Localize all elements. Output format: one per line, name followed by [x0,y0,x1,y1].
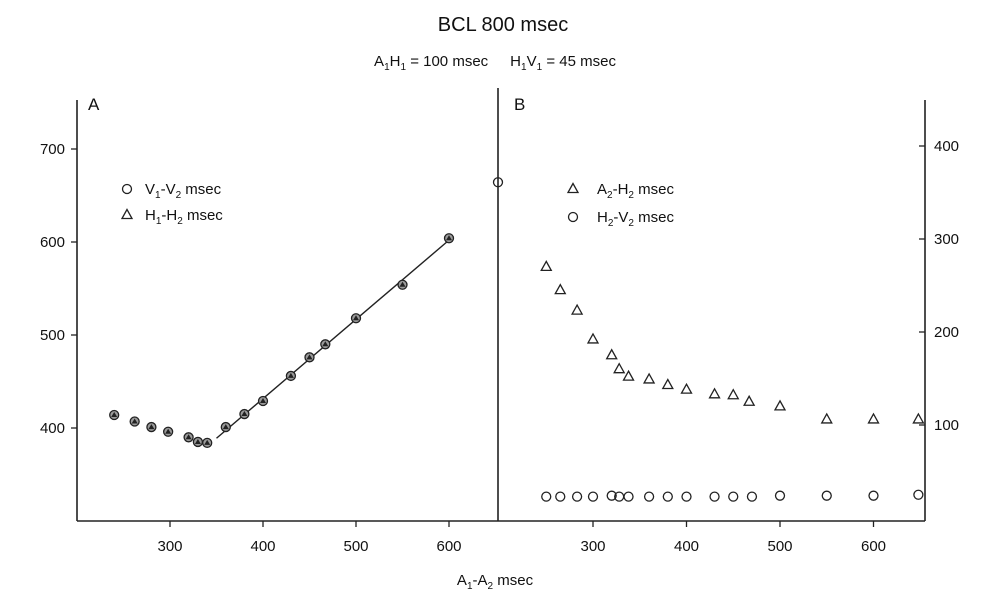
panel-b-data-point [743,394,756,406]
panel-a-x-tick-label: 400 [250,538,275,555]
panel-a-data-point [239,408,250,420]
panel-b-data-point [774,490,786,501]
panel-b-data-point [820,412,833,424]
panel-a-legend-label: V1-V2 msec [145,181,222,201]
panel-b-x-tick-label: 600 [861,538,886,555]
panel-b-data-point [586,332,600,344]
panel-b-data-point [746,491,758,502]
panel-b-legend-label: A2-H2 msec [597,181,674,201]
panel-a-data-point [146,421,157,433]
panel-b-data-point [540,260,553,272]
panel-b-data-point [605,348,618,360]
panel-b-data-point [642,372,656,384]
panel-a-x-tick-label: 300 [157,538,182,555]
chart-subtitle: A1H1 = 100 msec H1V1 = 45 msec [374,53,616,73]
panel-a-y-tick-label: 500 [40,327,65,344]
panel-a-data-point [443,233,455,244]
panel-b-data-point [727,388,740,400]
panel-a-y-tick-label: 600 [40,234,65,251]
panel-b-x-tick-label: 500 [767,538,792,555]
panel-b-data-point [623,491,634,502]
panel-b-data-point [661,378,674,390]
panel-b-data-point [773,399,787,411]
panel-a-data-point [129,416,140,427]
panel-b-data-point [541,491,552,502]
panel-b-legend-marker [566,182,580,194]
panel-a-data-point [397,279,408,290]
panel-a-data-point [285,370,297,382]
x-axis-label: A1-A2 msec [457,572,534,592]
panel-a-legend-marker [120,208,134,220]
panel-b-plot: 100 200 300 400 300 400 500 600 A2-H2 msec H2-V2 … [492,88,959,555]
panel-b-legend-label: H2-V2 msec [597,209,674,229]
panel-a-data-point [109,409,120,421]
panel-b-data-point [643,491,655,502]
panel-b-data-point [554,283,567,295]
panel-b-data-point [492,177,504,188]
panel-a-data-point [192,436,204,448]
panel-b-data-point [821,490,832,501]
panel-a-y-tick-label: 400 [40,420,65,437]
panel-b-data-point [681,491,692,502]
panel-b-data-point [912,412,925,424]
panel-b-data-point [728,491,739,502]
panel-a-data-point [320,339,331,350]
panel-b-y-tick-label: 100 [934,417,959,434]
panel-b-y-tick-label: 300 [934,231,959,248]
panel-b-data-point [868,490,879,501]
panel-b-data-point [571,491,583,502]
chart-title: BCL 800 msec [438,14,568,36]
panel-a-data-point [220,421,231,433]
panel-b-data-point [913,489,924,500]
panel-a-fit-line [216,239,450,439]
panel-b-data-point [680,382,693,394]
panel-a-legend-label: H1-H2 msec [145,207,223,227]
panel-b-y-tick-label: 400 [934,138,959,155]
panel-a-data-point [304,352,315,363]
panel-b-data-point [587,491,599,502]
panel-a-plot: 400 500 600 700 300 400 500 600 V1-V2 msec H1-H2 … [40,100,498,555]
panel-a-x-tick-label: 600 [436,538,461,555]
panel-a-data-point [257,395,269,407]
panel-b-label: B [514,95,525,114]
panel-b-data-point [709,491,720,502]
panel-a-y-tick-label: 700 [40,141,65,158]
panel-b-data-point [622,369,635,381]
panel-b-x-tick-label: 400 [674,538,699,555]
panel-a-data-point [350,313,362,324]
panel-b-legend-marker [567,211,579,223]
panel-b-data-point [708,387,721,399]
panel-b-y-tick-label: 200 [934,324,959,341]
panel-b-data-point [555,491,566,502]
panel-a-data-point [202,437,213,449]
panel-a-label: A [88,95,100,114]
panel-b-data-point [606,490,617,501]
panel-a-data-point [183,432,194,443]
panel-b-data-point [613,362,626,374]
panel-b-x-tick-label: 300 [580,538,605,555]
panel-a-x-tick-label: 500 [343,538,368,555]
panel-a-legend-marker [121,183,133,195]
panel-b-data-point [867,412,880,424]
panel-a-data-point [162,426,174,437]
panel-b-data-point [662,491,673,502]
panel-b-data-point [571,303,584,315]
